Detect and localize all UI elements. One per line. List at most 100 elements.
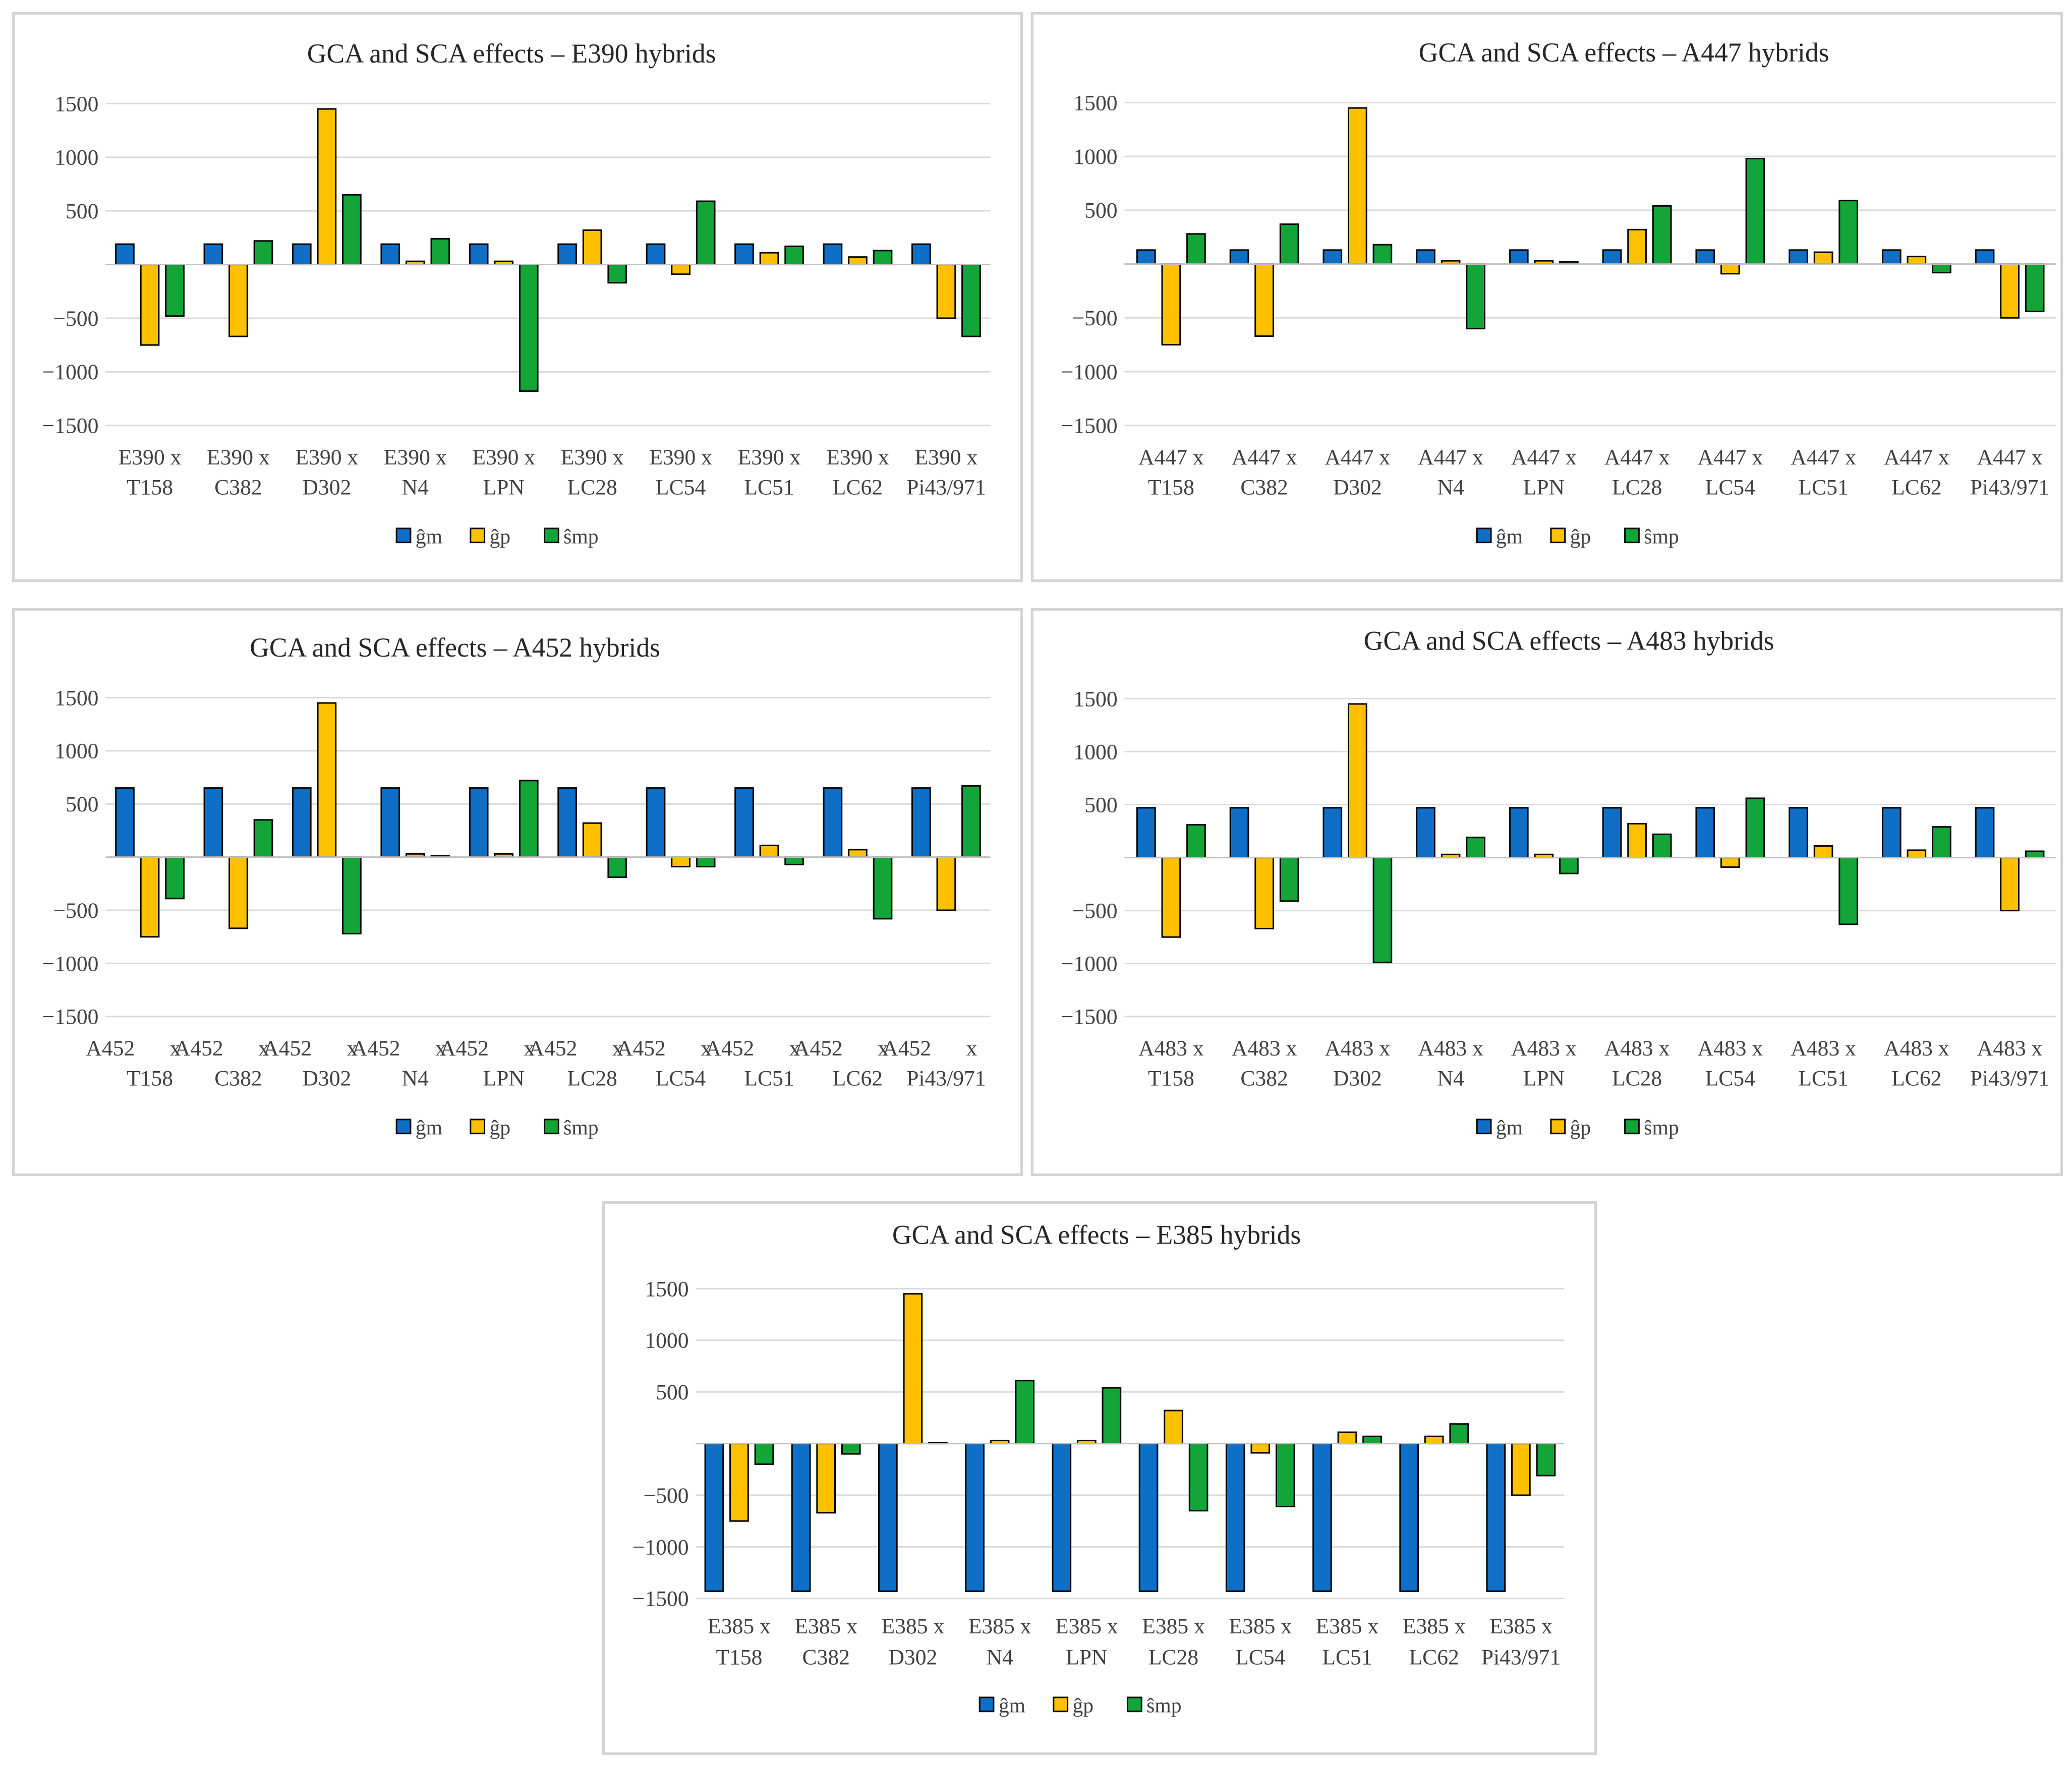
bar-gm-5	[557, 243, 577, 266]
bar-smp-0	[1186, 823, 1206, 859]
bar-smp-5	[1652, 833, 1672, 859]
bar-gm-8	[823, 787, 843, 858]
y-tick-label: −1500	[1061, 1005, 1118, 1029]
legend-swatch-gm	[979, 1696, 995, 1713]
bar-gp-0	[140, 856, 160, 938]
category-label: A447 x LC51	[1791, 445, 1856, 499]
category-label: E385 x T158	[708, 1614, 771, 1669]
category-label: A447 x N4	[1418, 445, 1483, 499]
bar-gp-7	[1813, 251, 1833, 265]
category-label: E385 x D302	[882, 1614, 945, 1669]
bar-gm-8	[1881, 249, 1902, 265]
y-tick-label: 500	[1084, 199, 1117, 223]
category-label: A447 x Pi43/971	[1970, 445, 2050, 499]
bar-smp-7	[784, 856, 804, 865]
bar-gm-1	[203, 787, 223, 858]
bar-gm-7	[1789, 249, 1808, 265]
legend-label-smp: ŝmp	[1644, 525, 1679, 549]
category-label: E385 x LC62	[1403, 1614, 1466, 1669]
bar-gm-0	[115, 787, 135, 858]
chart-panel-e385: GCA and SCA effects – E385 hybrids 1500 10…	[602, 1201, 1597, 1755]
bar-smp-1	[1279, 223, 1299, 265]
category-label: A452 x LC51	[705, 1036, 800, 1090]
category-label: A483 x N4	[1418, 1036, 1483, 1090]
legend-label-gm: ĝm	[416, 1116, 442, 1140]
bar-smp-6	[1745, 797, 1765, 859]
bar-gm-5	[557, 787, 577, 858]
bar-gm-2	[1322, 807, 1343, 859]
bar-gp-8	[1907, 849, 1927, 859]
bar-gp-2	[317, 702, 337, 858]
chart-svg-e385: GCA and SCA effects – E385 hybrids 1500 10…	[632, 1219, 1565, 1718]
bar-smp-1	[841, 1443, 861, 1455]
bar-gm-1	[1229, 249, 1249, 265]
bar-smp-7	[1362, 1435, 1382, 1445]
chart-title: GCA and SCA effects – A483 hybrids	[1364, 625, 1774, 656]
chart-title: GCA and SCA effects – A452 hybrids	[250, 632, 660, 663]
bar-gm-4	[1509, 249, 1529, 265]
bar-smp-2	[1372, 244, 1393, 265]
bar-smp-2	[342, 856, 362, 934]
bar-gp-1	[1254, 263, 1274, 337]
chart-title: GCA and SCA effects – A447 hybrids	[1419, 37, 1829, 68]
category-label: E390 x C382	[207, 445, 270, 499]
category-label: A452 x N4	[352, 1036, 446, 1090]
y-tick-label: 1500	[54, 92, 98, 116]
bar-smp-2	[1372, 857, 1393, 964]
category-label: E390 x LC51	[738, 445, 801, 499]
chart-title: GCA and SCA effects – E385 hybrids	[892, 1219, 1301, 1250]
bar-smp-9	[1536, 1443, 1556, 1477]
y-tick-label: 1000	[54, 146, 98, 170]
bar-smp-0	[1186, 233, 1206, 265]
bar-smp-1	[1279, 857, 1299, 902]
bar-smp-3	[1015, 1380, 1034, 1445]
bar-gm-4	[469, 243, 489, 266]
legend-label-smp: ŝmp	[563, 525, 598, 549]
bar-smp-7	[1838, 200, 1858, 265]
category-label: A452 x D302	[263, 1036, 358, 1090]
bar-gm-8	[1881, 807, 1902, 859]
bar-gm-7	[734, 787, 754, 858]
y-tick-label: 500	[656, 1380, 688, 1404]
legend-swatch-gm	[395, 1119, 412, 1135]
bar-smp-1	[253, 819, 273, 858]
bar-gp-0	[1161, 263, 1181, 346]
legend-swatch-smp	[1624, 1119, 1640, 1135]
y-tick-label: 1000	[1073, 145, 1117, 169]
y-tick-label: 500	[1084, 793, 1117, 817]
bar-gp-9	[2000, 263, 2020, 319]
y-tick-label: −1500	[42, 414, 99, 438]
bar-gm-2	[1322, 249, 1343, 265]
category-label: E385 x LPN	[1055, 1614, 1118, 1669]
category-label: E385 x Pi43/971	[1481, 1614, 1561, 1669]
y-tick-label: −500	[53, 307, 98, 331]
category-label: A447 x D302	[1325, 445, 1391, 499]
chart-panel-a452: GCA and SCA effects – A452 hybrids 1500 10…	[12, 608, 1023, 1176]
bar-gp-0	[729, 1443, 749, 1522]
bar-gm-0	[115, 243, 135, 266]
bar-gp-1	[1254, 857, 1274, 929]
bar-gp-7	[1813, 845, 1833, 859]
category-label: E390 x N4	[384, 445, 447, 499]
bar-gm-0	[1136, 249, 1156, 265]
bar-smp-9	[961, 264, 981, 337]
legend-label-smp: ŝmp	[563, 1116, 598, 1140]
bar-gm-2	[292, 243, 312, 266]
legend-swatch-gm	[1476, 1119, 1492, 1135]
chart-svg-e390: GCA and SCA effects – E390 hybrids 1500 10…	[42, 38, 991, 549]
bar-smp-6	[696, 200, 716, 266]
legend-label-gp: ĝp	[1072, 1694, 1093, 1718]
bar-smp-8	[873, 856, 893, 920]
bar-gp-9	[1511, 1443, 1531, 1496]
bar-smp-5	[607, 856, 627, 878]
bar-gm-7	[734, 243, 754, 266]
bar-gp-8	[848, 849, 868, 858]
bar-gp-9	[2000, 857, 2020, 912]
bar-smp-5	[1652, 205, 1672, 265]
bar-gm-5	[1602, 249, 1622, 265]
category-label: A447 x LC28	[1604, 445, 1670, 499]
legend-label-gm: ĝm	[416, 525, 442, 549]
category-label: A447 x LPN	[1511, 445, 1577, 499]
bar-gp-7	[759, 844, 779, 858]
legend-swatch-gm	[1476, 527, 1492, 544]
